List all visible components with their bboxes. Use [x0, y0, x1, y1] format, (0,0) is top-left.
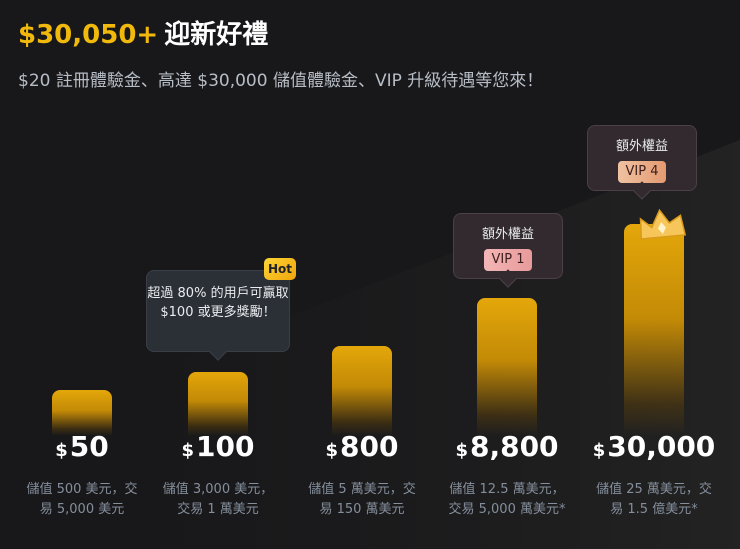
tier-currency: $: [592, 440, 606, 461]
crown-icon: [639, 208, 687, 240]
tier-description: 儲值 5 萬美元，交易 150 萬美元: [308, 482, 416, 517]
tier-value: 50: [69, 430, 109, 463]
tier-currency: $: [325, 440, 339, 461]
tier-price: $800: [292, 430, 432, 463]
tier-bar: [624, 224, 684, 436]
tier-currency: $: [55, 440, 68, 461]
tier-value: 100: [196, 430, 255, 463]
tier-value: 8,800: [469, 430, 559, 463]
tier-bar: [188, 372, 248, 436]
hot-badge: Hot: [264, 258, 296, 280]
tier-bar: [477, 298, 537, 436]
tier-description: 儲值 500 美元，交易 5,000 美元: [26, 482, 138, 517]
title-text: 迎新好禮: [164, 20, 269, 50]
tier-bar: [332, 346, 392, 436]
tier-description: 儲值 25 萬美元，交易 1.5 億美元*: [596, 482, 712, 517]
page-subtitle: $20 註冊體驗金、高達 $30,000 儲值體驗金、VIP 升級待遇等您來！: [18, 71, 544, 91]
tier-8800: $8,800 儲值 12.5 萬美元，交易 5,000 萬美元*: [437, 0, 577, 549]
vip4-tooltip: 額外權益 VIP 4: [587, 125, 697, 200]
vip1-badge: VIP 1: [483, 249, 533, 271]
vip1-tooltip: 額外權益 VIP 1: [453, 213, 563, 288]
tier-100: $100 儲值 3,000 美元，交易 1 萬美元: [148, 0, 288, 549]
vip4-badge: VIP 4: [617, 161, 667, 183]
tier-currency: $: [181, 440, 195, 461]
vip-perk-label: 額外權益: [481, 227, 534, 242]
tier-bar: [52, 390, 112, 436]
tier-50: $50 儲值 500 美元，交易 5,000 美元: [12, 0, 152, 549]
title-amount: $30,050+: [18, 20, 159, 50]
tier-description: 儲值 12.5 萬美元，交易 5,000 萬美元*: [448, 482, 566, 517]
tier-price: $30,000: [584, 430, 724, 463]
vip-perk-label: 額外權益: [615, 139, 668, 154]
hot-tooltip: 超過 80% 的用戶可贏取 $100 或更多獎勵！: [146, 270, 290, 361]
tier-800: $800 儲值 5 萬美元，交易 150 萬美元: [292, 0, 432, 549]
tier-value: 800: [340, 430, 399, 463]
page-title: $30,050+ 迎新好禮: [18, 14, 268, 51]
tier-30000: $30,000 儲值 25 萬美元，交易 1.5 億美元*: [584, 0, 724, 549]
tier-price: $50: [12, 430, 152, 463]
tier-price: $100: [148, 430, 288, 463]
tier-value: 30,000: [607, 430, 716, 463]
tier-price: $8,800: [437, 430, 577, 463]
hot-tooltip-text: 超過 80% 的用戶可贏取 $100 或更多獎勵！: [147, 286, 289, 320]
tier-currency: $: [455, 440, 468, 461]
tier-description: 儲值 3,000 美元，交易 1 萬美元: [162, 482, 274, 517]
